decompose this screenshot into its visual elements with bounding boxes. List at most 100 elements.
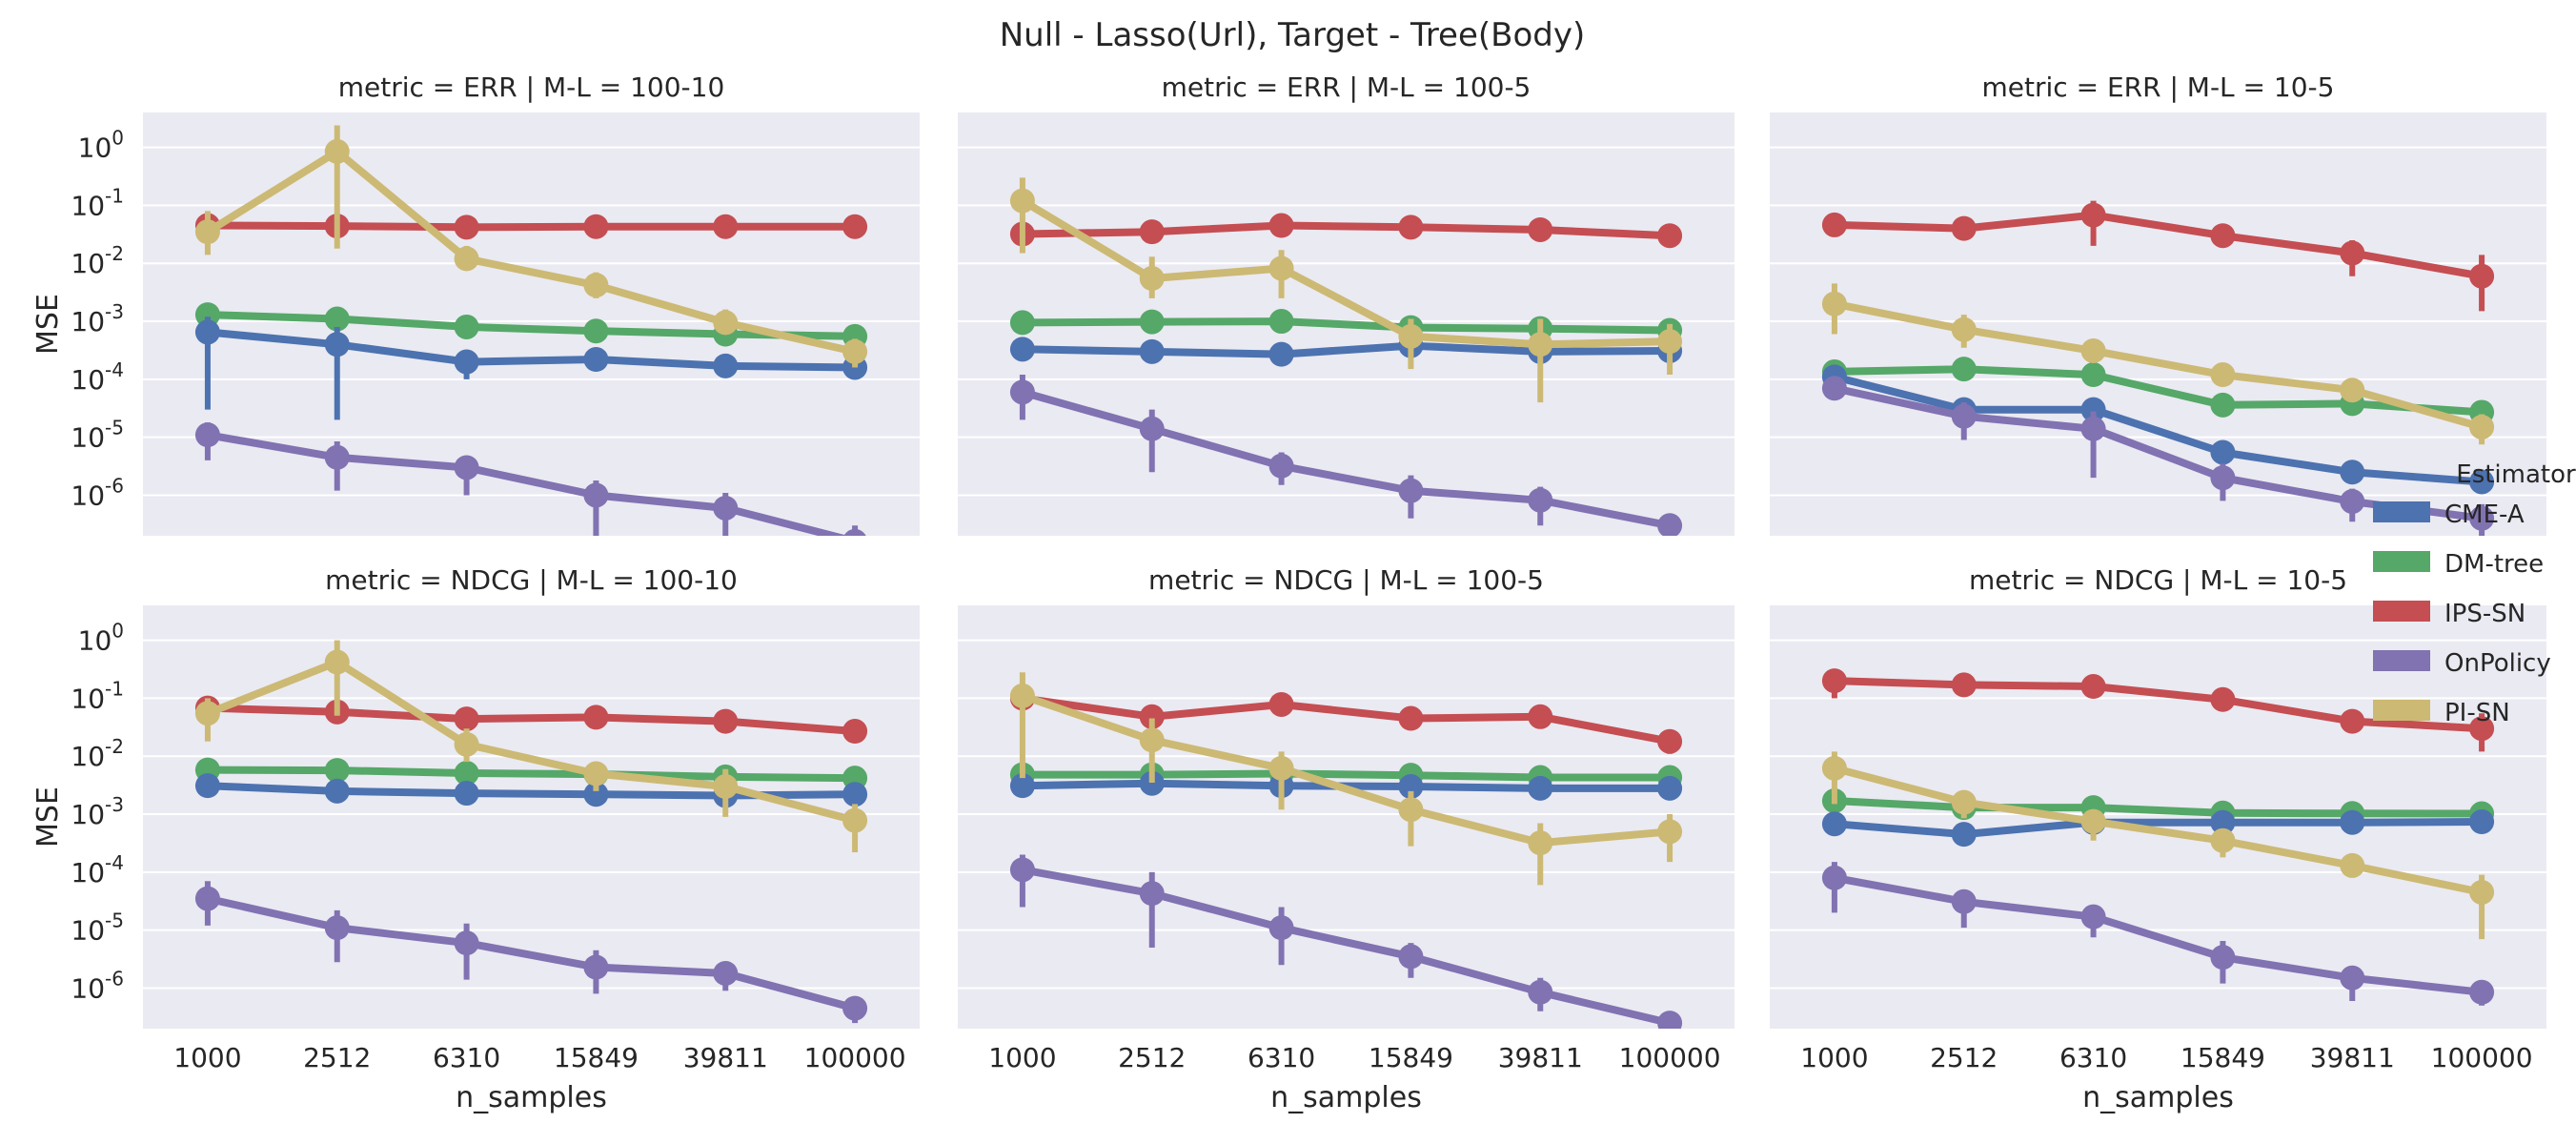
series-line <box>203 328 860 372</box>
data-point <box>1657 223 1683 249</box>
data-point <box>2080 674 2106 700</box>
data-point <box>194 773 220 799</box>
series-onpolicy <box>194 422 866 536</box>
data-point <box>324 138 350 164</box>
legend-label: PI-SN <box>2444 699 2510 727</box>
facet-panel: metric = ERR | M-L = 10-5 <box>1770 72 2546 536</box>
data-point <box>1139 770 1165 796</box>
data-point <box>1951 889 1977 914</box>
series-pi-sn <box>1821 283 2495 445</box>
series-line <box>1830 299 2486 431</box>
legend: Estimator CME-A DM-tree IPS-SN OnPolicy PI-SN <box>2373 460 2576 727</box>
data-point <box>2340 809 2365 835</box>
data-point <box>1528 830 1553 856</box>
data-point <box>1268 755 1294 781</box>
data-point <box>2340 460 2365 485</box>
series-pi-sn <box>194 125 868 368</box>
data-point <box>454 761 479 786</box>
x-tick-label: 1000 <box>173 1042 241 1073</box>
x-tick-label: 1000 <box>1800 1042 1868 1073</box>
series-cme-a <box>194 317 868 420</box>
panel-title: metric = ERR | M-L = 100-10 <box>338 72 725 103</box>
y-tick-label: 100 <box>78 620 124 657</box>
x-tick-label: 6310 <box>433 1042 500 1073</box>
series-line <box>1830 764 2486 896</box>
y-tick-label: 10-2 <box>71 735 124 772</box>
data-point <box>1398 323 1424 349</box>
data-point <box>2469 469 2495 495</box>
data-point <box>454 455 479 480</box>
data-point <box>713 310 739 336</box>
y-tick-label: 10-4 <box>71 851 124 889</box>
data-point <box>1821 811 1847 837</box>
data-point <box>842 807 868 833</box>
series-line <box>203 766 860 783</box>
series-line <box>203 658 860 825</box>
data-point <box>2340 852 2365 878</box>
data-point <box>1528 704 1553 729</box>
data-point <box>2340 489 2365 515</box>
data-point <box>2210 465 2236 491</box>
data-point <box>194 319 220 345</box>
series-pi-sn <box>1009 177 1683 403</box>
legend-title: Estimator <box>2456 460 2576 489</box>
series-line <box>1830 677 2486 733</box>
series-line <box>1830 818 2486 839</box>
data-point <box>324 444 350 470</box>
series-pi-sn <box>194 640 868 853</box>
legend-swatch <box>2373 700 2430 721</box>
data-point <box>583 782 609 807</box>
data-point <box>842 214 868 239</box>
data-point <box>324 758 350 784</box>
data-point <box>2469 414 2495 439</box>
x-tick-label: 15849 <box>2180 1042 2265 1073</box>
data-point <box>1951 672 1977 698</box>
series-onpolicy <box>1821 862 2495 1006</box>
series-pi-sn <box>1821 751 2495 940</box>
data-point <box>1821 755 1847 781</box>
series-line <box>1018 866 1674 1028</box>
series-line <box>1018 694 1674 746</box>
data-point <box>2469 716 2495 742</box>
x-tick-label: 6310 <box>2059 1042 2127 1073</box>
plot-background <box>1770 112 2546 536</box>
data-point <box>324 778 350 804</box>
data-point <box>324 332 350 358</box>
data-point <box>1139 309 1165 335</box>
series-onpolicy <box>194 881 868 1024</box>
series-group <box>1009 672 1683 1029</box>
facet-panel: 10-6 10-5 10-4 10-3 10-2 10-1 100 metric = NDCG… <box>31 564 920 1114</box>
plot-background <box>143 605 920 1029</box>
data-point <box>2210 809 2236 835</box>
y-tick-label: 10-6 <box>71 474 124 511</box>
data-point <box>583 214 609 239</box>
data-point <box>2080 202 2106 228</box>
data-point <box>2340 708 2365 734</box>
series-line <box>1018 341 1674 358</box>
data-point <box>713 774 739 800</box>
facet-panel: metric = ERR | M-L = 100-5 <box>958 72 1734 536</box>
series-cme-a <box>1821 364 2495 495</box>
data-point <box>2469 505 2495 531</box>
y-tick-label: 10-1 <box>71 677 124 714</box>
y-tick-label: 10-3 <box>71 300 124 337</box>
data-point <box>1009 683 1035 708</box>
series-group <box>194 640 868 1024</box>
panel-title: metric = NDCG | M-L = 10-5 <box>1969 564 2347 596</box>
y-tick-label: 10-6 <box>71 967 124 1004</box>
series-group <box>1009 177 1683 536</box>
x-axis-label: n_samples <box>2082 1081 2234 1114</box>
x-tick-label: 39811 <box>1498 1042 1583 1073</box>
data-point <box>1951 403 1977 429</box>
data-point <box>842 782 868 807</box>
data-point <box>842 719 868 745</box>
data-point <box>1398 774 1424 800</box>
data-point <box>2210 392 2236 418</box>
data-point <box>1139 416 1165 441</box>
data-point <box>1009 379 1035 405</box>
data-point <box>2340 378 2365 403</box>
x-tick-label: 1000 <box>988 1042 1056 1073</box>
series-line <box>203 221 860 232</box>
data-point <box>843 528 866 536</box>
panel-title: metric = ERR | M-L = 10-5 <box>1982 72 2335 103</box>
